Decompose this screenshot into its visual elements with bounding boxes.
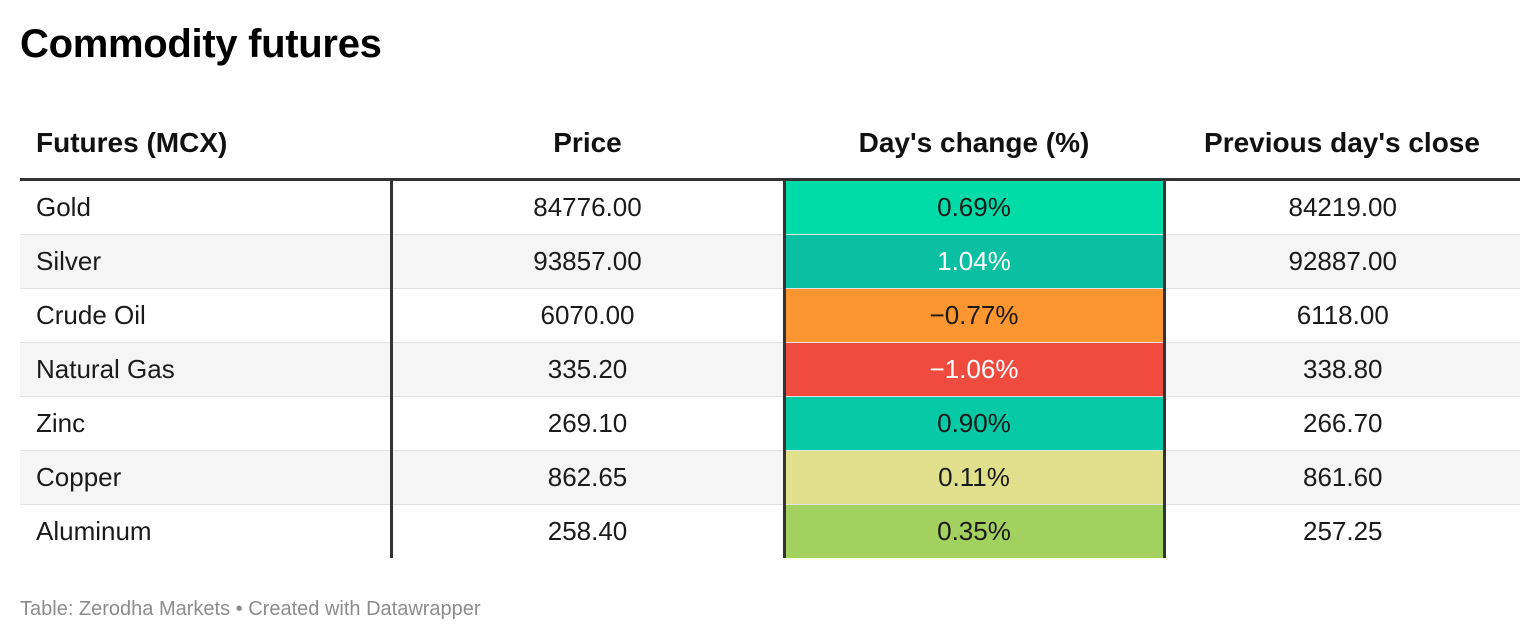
cell-price: 93857.00	[391, 234, 786, 289]
cell-previous-close: 92887.00	[1164, 234, 1520, 289]
cell-commodity-name: Aluminum	[20, 504, 393, 558]
cell-previous-close: 266.70	[1164, 396, 1520, 451]
cell-days-change: −1.06%	[784, 342, 1166, 397]
column-header-price[interactable]: Price	[391, 108, 784, 181]
column-header-previous-close[interactable]: Previous day's close	[1164, 108, 1520, 181]
footer-credit: Table: Zerodha Markets • Created with Da…	[20, 598, 481, 621]
cell-previous-close: 257.25	[1302, 516, 1383, 546]
table-row: Gold 84776.00 0.69% 84219.00	[20, 179, 1520, 235]
footer-separator: •	[230, 598, 249, 620]
cell-days-change: 0.35%	[784, 504, 1166, 558]
cell-commodity-name: Zinc	[20, 396, 393, 451]
table-body: Gold 84776.00 0.69% 84219.00 Silver 93857.00 1…	[20, 179, 1520, 558]
table-row: Crude Oil 6070.00 −0.77% 6118.00	[20, 288, 1520, 343]
cell-previous-close: 861.60	[1164, 450, 1520, 505]
column-header-days-change[interactable]: Day's change (%)	[784, 108, 1164, 181]
column-header-futures[interactable]: Futures (MCX)	[20, 108, 391, 181]
table-row: Aluminum 258.40 0.35% 257.25	[20, 504, 1520, 558]
cell-days-change: 0.90%	[784, 396, 1166, 451]
cell-commodity-name: Copper	[20, 450, 393, 505]
cell-days-change: 1.04%	[784, 234, 1166, 289]
table-row: Natural Gas 335.20 −1.06% 338.80	[20, 342, 1520, 397]
table-row: Zinc 269.10 0.90% 266.70	[20, 396, 1520, 451]
table-row: Copper 862.65 0.11% 861.60	[20, 450, 1520, 505]
cell-price: 862.65	[391, 450, 786, 505]
cell-commodity-name: Crude Oil	[20, 288, 393, 343]
cell-commodity-name: Natural Gas	[20, 342, 393, 397]
footer-source: Table: Zerodha Markets	[20, 598, 231, 620]
cell-price: 335.20	[391, 342, 786, 397]
cell-days-change: 0.69%	[784, 179, 1166, 235]
commodity-futures-table: Futures (MCX) Price Day's change (%) Pre…	[20, 108, 1520, 558]
cell-days-change: 0.11%	[784, 450, 1166, 505]
cell-price: 258.40	[391, 504, 786, 558]
cell-previous-close: 84219.00	[1164, 179, 1520, 235]
chart-title: Commodity futures	[20, 22, 382, 66]
cell-price: 84776.00	[391, 179, 786, 235]
cell-previous-close: 6118.00	[1164, 288, 1520, 343]
cell-previous-close: 338.80	[1164, 342, 1520, 397]
table-header-row: Futures (MCX) Price Day's change (%) Pre…	[20, 108, 1520, 181]
footer-datawrapper-credit: Created with Datawrapper	[248, 598, 481, 620]
cell-price: 269.10	[391, 396, 786, 451]
cell-price: 6070.00	[391, 288, 786, 343]
table-row: Silver 93857.00 1.04% 92887.00	[20, 234, 1520, 289]
cell-commodity-name: Silver	[20, 234, 393, 289]
cell-commodity-name: Gold	[20, 179, 393, 235]
cell-days-change: −0.77%	[784, 288, 1166, 343]
